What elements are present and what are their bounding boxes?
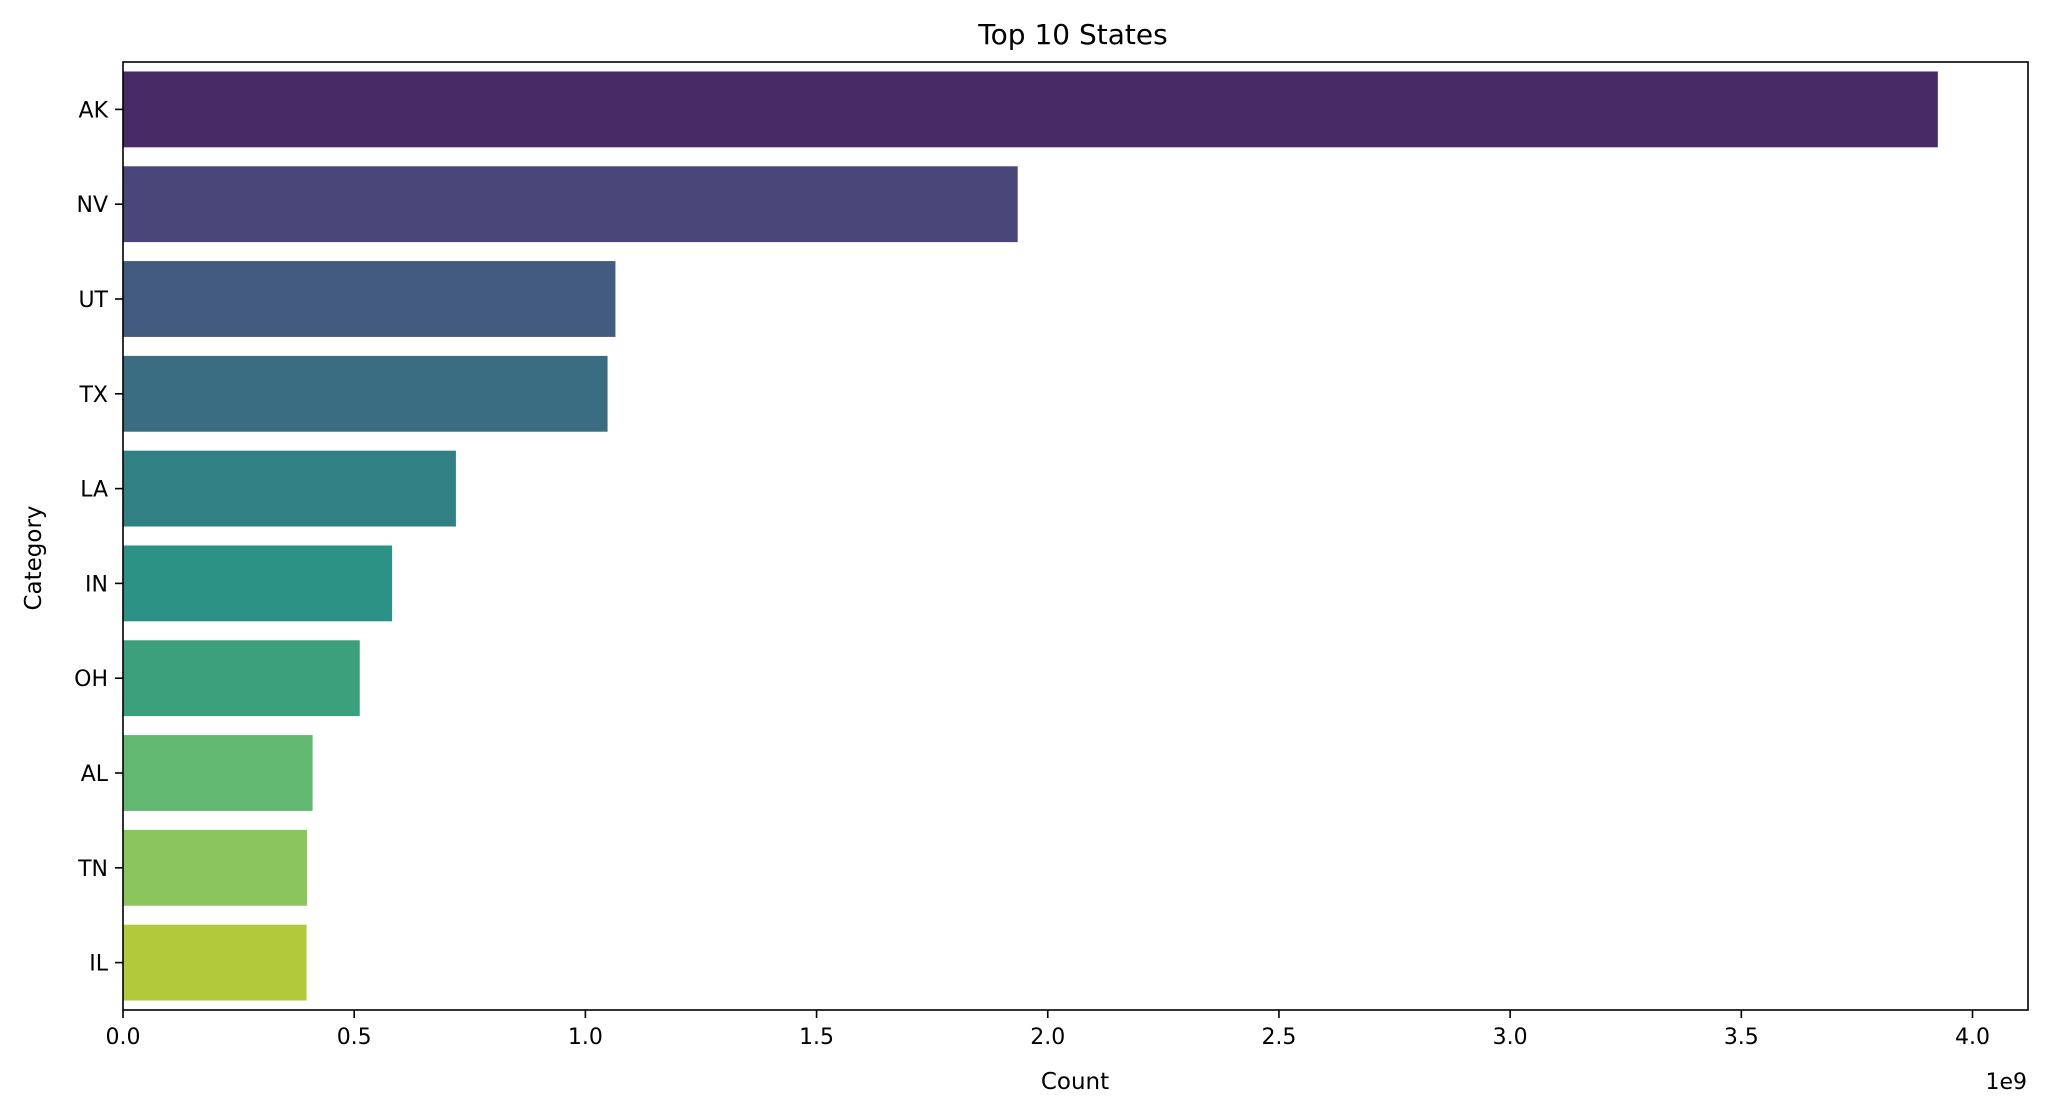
y-tick-label: NV xyxy=(76,193,108,218)
bar-nv xyxy=(123,166,1018,243)
y-tick-label: UT xyxy=(78,288,108,313)
bar-in xyxy=(123,545,393,622)
bar-tn xyxy=(123,829,308,906)
bar-tx xyxy=(123,355,608,432)
y-tick-label: TN xyxy=(77,857,108,882)
x-axis-title: Count xyxy=(1041,1069,1109,1095)
x-axis-offset-label: 1e9 xyxy=(1985,1070,2027,1095)
x-tick-label: 3.0 xyxy=(1493,1025,1528,1050)
x-tick-label: 0.0 xyxy=(106,1025,141,1050)
y-tick-label: IN xyxy=(85,572,108,597)
bar-la xyxy=(123,450,456,527)
bar-ut xyxy=(123,261,616,337)
x-tick-label: 4.0 xyxy=(1955,1025,1990,1050)
y-tick-label: TX xyxy=(78,383,108,408)
y-tick-label: OH xyxy=(74,667,108,692)
bar-il xyxy=(123,924,307,1001)
x-tick-label: 0.5 xyxy=(337,1025,372,1050)
y-axis-title: Category xyxy=(21,505,47,610)
x-tick-label: 3.5 xyxy=(1724,1025,1759,1050)
x-axis-ticks: 0.0 0.5 1.0 1.5 2.0 2.5 3.0 3.5 4.0 xyxy=(106,1010,1990,1050)
y-tick-label: AK xyxy=(79,98,109,123)
bar-oh xyxy=(123,640,360,717)
x-tick-label: 1.5 xyxy=(799,1025,834,1050)
y-axis-ticks: AK NV UT TX LA IN OH AL TN IL xyxy=(74,98,123,977)
bars-group xyxy=(123,71,1938,1001)
y-tick-label: IL xyxy=(89,952,108,977)
x-tick-label: 2.5 xyxy=(1261,1025,1296,1050)
x-tick-label: 2.0 xyxy=(1030,1025,1065,1050)
y-tick-label: AL xyxy=(81,762,109,787)
plot-frame xyxy=(122,61,2029,1011)
bar-ak xyxy=(123,71,1938,148)
bar-al xyxy=(123,735,313,811)
y-tick-label: LA xyxy=(80,478,108,503)
x-tick-label: 1.0 xyxy=(568,1025,603,1050)
chart-title: Top 10 States xyxy=(977,18,1167,51)
